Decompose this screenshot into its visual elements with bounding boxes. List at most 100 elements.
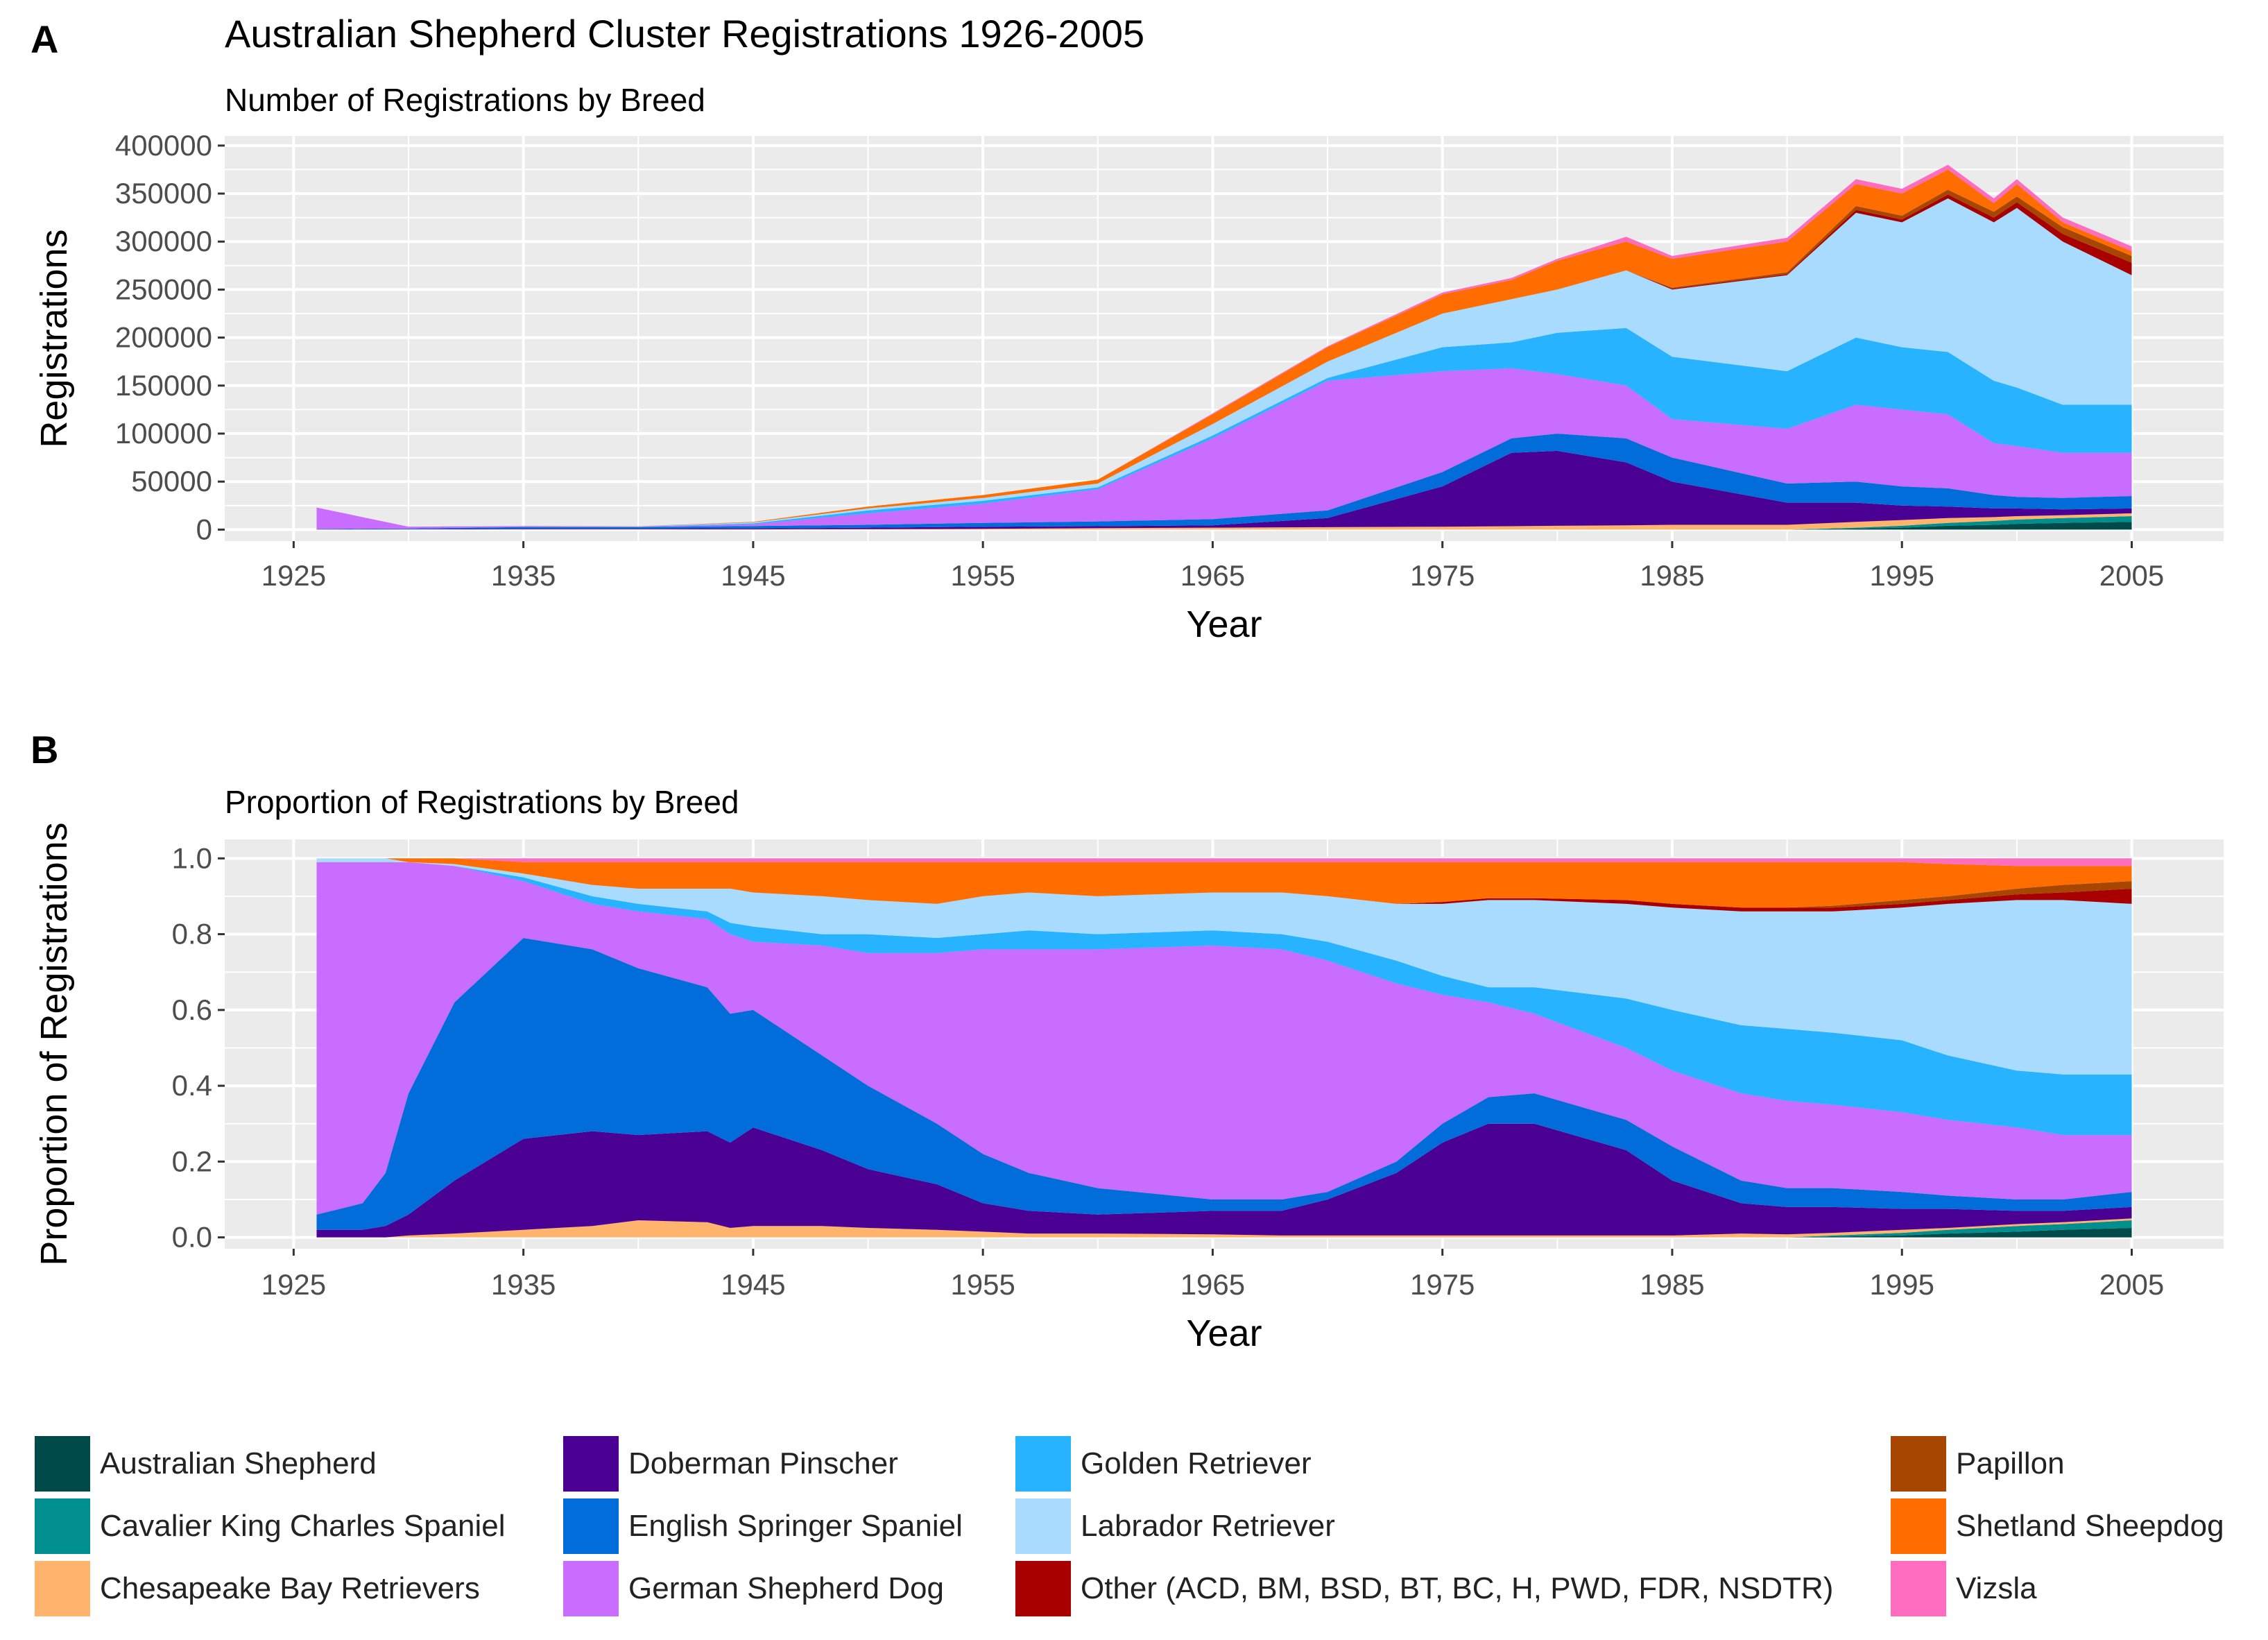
- x-tick-label: 1945: [721, 1268, 785, 1301]
- legend-label: Labrador Retriever: [1081, 1509, 1335, 1543]
- area-german-shepherd-dog: [316, 862, 2132, 1215]
- x-tick-label: 1955: [950, 559, 1015, 592]
- x-tick-label: 1985: [1640, 559, 1704, 592]
- legend-key-swatch: [33, 1560, 92, 1618]
- y-axis-label-b: Proportion of Registrations: [33, 822, 75, 1265]
- legend-item: Golden Retriever: [1014, 1435, 1312, 1493]
- legend-label: Cavalier King Charles Spaniel: [100, 1509, 506, 1543]
- legend-item: Cavalier King Charles Spaniel: [33, 1497, 506, 1555]
- legend-label: Papillon: [1956, 1446, 2065, 1480]
- y-tick-label: 150000: [115, 369, 212, 402]
- y-tick-label: 400000: [115, 129, 212, 162]
- y-tick-label: 0.8: [172, 918, 212, 950]
- legend: Australian Shepherd Cavalier King Charles…: [33, 1435, 2268, 1622]
- legend-label: Australian Shepherd: [100, 1446, 377, 1480]
- area-shetland-sheepdog: [316, 169, 2132, 527]
- legend-key-swatch: [1889, 1435, 1948, 1493]
- legend-label: Doberman Pinscher: [628, 1446, 898, 1480]
- legend-item: Australian Shepherd: [33, 1435, 377, 1493]
- legend-item: Chesapeake Bay Retrievers: [33, 1560, 480, 1618]
- y-tick-label: 250000: [115, 273, 212, 305]
- chart-subtitle-b: Proportion of Registrations by Breed: [225, 784, 739, 820]
- area-english-springer-spaniel: [316, 938, 2132, 1230]
- legend-item: Doberman Pinscher: [562, 1435, 898, 1493]
- legend-label: Chesapeake Bay Retrievers: [100, 1571, 480, 1605]
- legend-label: English Springer Spaniel: [628, 1509, 963, 1543]
- area-australian-shepherd: [316, 522, 2132, 530]
- area-labrador-retriever: [316, 198, 2132, 527]
- area-vizsla: [316, 164, 2132, 527]
- legend-key-swatch: [33, 1435, 92, 1493]
- legend-key-swatch: [1889, 1560, 1948, 1618]
- panel-a-letter: A: [31, 17, 58, 61]
- area-german-shepherd-dog: [316, 368, 2132, 529]
- main-title: Australian Shepherd Cluster Registration…: [225, 12, 1144, 55]
- legend-key-swatch: [562, 1560, 620, 1618]
- area-chesapeake-bay-retrievers: [316, 1218, 2132, 1238]
- legend-item: Papillon: [1889, 1435, 2065, 1493]
- x-tick-label: 1965: [1180, 559, 1245, 592]
- panel-b-letter: B: [31, 728, 58, 771]
- legend-label: Vizsla: [1956, 1571, 2037, 1605]
- x-tick-label: 1945: [721, 559, 785, 592]
- y-tick-label: 0: [196, 513, 212, 545]
- chart-subtitle-a: Number of Registrations by Breed: [225, 82, 705, 118]
- legend-item: Shetland Sheepdog: [1889, 1497, 2224, 1555]
- legend-label: Golden Retriever: [1081, 1446, 1312, 1480]
- x-axis-label-a: Year: [1186, 604, 1262, 645]
- legend-key-swatch: [1014, 1497, 1072, 1555]
- y-tick-label: 50000: [131, 465, 212, 497]
- x-tick-label: 1995: [1870, 1268, 1934, 1301]
- x-tick-label: 1965: [1180, 1268, 1245, 1301]
- area-vizsla: [316, 858, 2132, 866]
- y-tick-label: 350000: [115, 177, 212, 210]
- y-tick-label: 0.2: [172, 1145, 212, 1177]
- x-tick-label: 2005: [2099, 1268, 2164, 1301]
- y-axis-label-a: Registrations: [33, 229, 75, 447]
- legend-key-swatch: [33, 1497, 92, 1555]
- chart-proportions: 1925 1935 1945 1955 1965 1975 1985 1995 2005 0.0 0…: [33, 784, 2224, 1354]
- y-tick-label: 0.0: [172, 1221, 212, 1254]
- legend-label: Other (ACD, BM, BSD, BT, BC, H, PWD, FDR…: [1081, 1571, 1834, 1605]
- y-tick-label: 300000: [115, 225, 212, 257]
- area-labrador-retriever: [316, 858, 2132, 1075]
- legend-item: Labrador Retriever: [1014, 1497, 1335, 1555]
- legend-item: Vizsla: [1889, 1560, 2037, 1618]
- area-english-springer-spaniel: [316, 434, 2132, 529]
- x-axis-label-b: Year: [1186, 1313, 1262, 1354]
- legend-item: English Springer Spaniel: [562, 1497, 963, 1555]
- x-tick-label: 1995: [1870, 559, 1934, 592]
- x-tick-label: 1975: [1410, 1268, 1475, 1301]
- legend-key-swatch: [1014, 1560, 1072, 1618]
- y-tick-label: 200000: [115, 321, 212, 354]
- area-doberman-pinscher: [316, 1123, 2132, 1238]
- y-tick-label: 100000: [115, 417, 212, 450]
- area-chesapeake-bay-retrievers: [316, 513, 2132, 530]
- legend-key-swatch: [1014, 1435, 1072, 1493]
- x-tick-label: 1935: [491, 1268, 556, 1301]
- legend-item: German Shepherd Dog: [562, 1560, 944, 1618]
- area-australian-shepherd: [316, 1228, 2132, 1238]
- legend-label: Shetland Sheepdog: [1956, 1509, 2224, 1543]
- y-tick-label: 0.4: [172, 1069, 212, 1102]
- area-shetland-sheepdog: [316, 858, 2132, 908]
- legend-key-swatch: [562, 1497, 620, 1555]
- y-tick-label: 0.6: [172, 993, 212, 1026]
- area-doberman-pinscher: [316, 450, 2132, 530]
- y-tick-label: 1.0: [172, 842, 212, 874]
- x-tick-label: 1985: [1640, 1268, 1704, 1301]
- x-tick-label: 1925: [261, 1268, 326, 1301]
- x-tick-label: 1925: [261, 559, 326, 592]
- legend-key-swatch: [562, 1435, 620, 1493]
- x-tick-label: 1935: [491, 559, 556, 592]
- x-tick-label: 2005: [2099, 559, 2164, 592]
- x-tick-label: 1955: [950, 1268, 1015, 1301]
- x-tick-label: 1975: [1410, 559, 1475, 592]
- legend-label: German Shepherd Dog: [628, 1571, 944, 1605]
- area-golden-retriever: [316, 862, 2132, 1136]
- area-golden-retriever: [316, 327, 2132, 527]
- legend-key-swatch: [1889, 1497, 1948, 1555]
- legend-item: Other (ACD, BM, BSD, BT, BC, H, PWD, FDR…: [1014, 1560, 1833, 1618]
- chart-registrations: 1925 1935 1945 1955 1965 1975 1985 1995 2005 0 500…: [33, 82, 2224, 645]
